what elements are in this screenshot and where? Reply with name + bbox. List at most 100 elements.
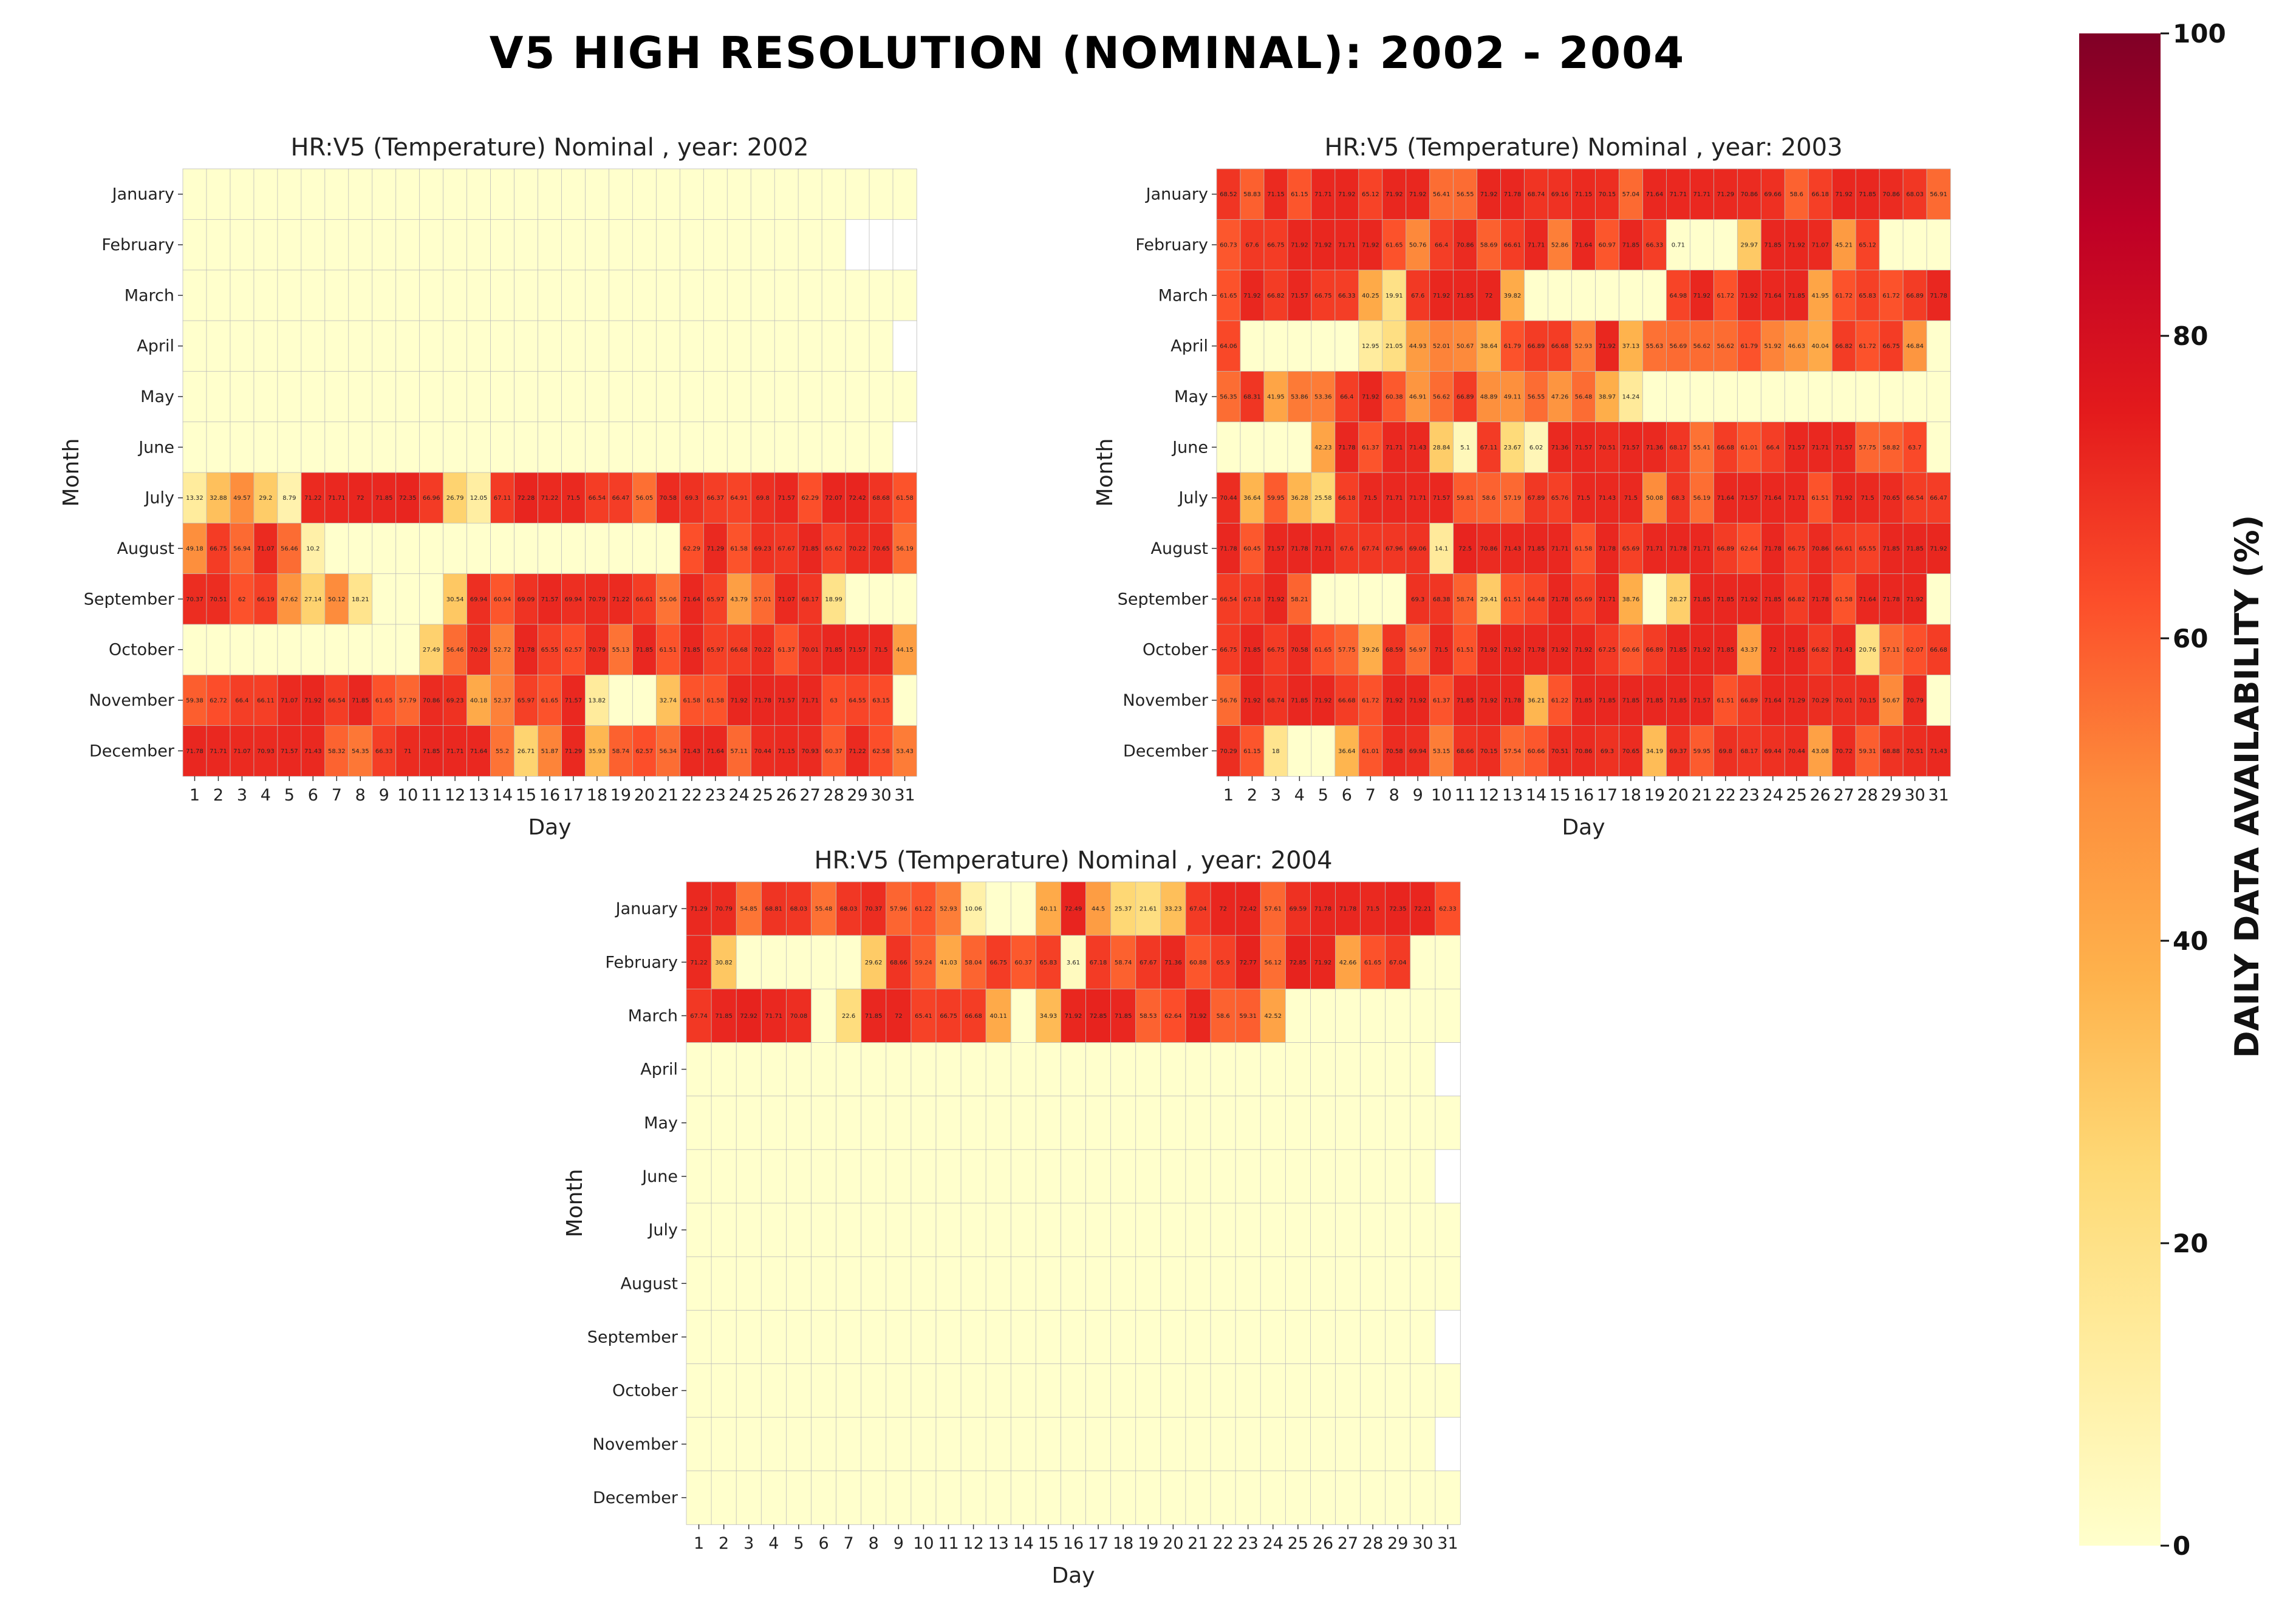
heatmap-cell	[395, 168, 420, 220]
cell-value-label: 71.78	[1220, 546, 1237, 553]
heatmap-cell	[206, 573, 231, 625]
heatmap-cell	[1263, 573, 1288, 625]
heatmap-cell	[1385, 988, 1411, 1043]
heatmap-cell	[1429, 270, 1454, 321]
heatmap-cell	[182, 624, 207, 676]
y-tick-label: June	[137, 438, 174, 457]
heatmap-cell	[861, 1203, 887, 1257]
y-tick-label: November	[593, 1435, 678, 1454]
heatmap-cell	[632, 421, 657, 473]
heatmap-cell	[1926, 674, 1951, 726]
cell-value-label: 71.71	[1811, 445, 1829, 451]
cell-value-label: 53.36	[1314, 394, 1332, 401]
heatmap-cell	[206, 320, 231, 372]
cell-value-label: 69.94	[565, 596, 583, 603]
cell-value-label: 67.04	[1189, 906, 1207, 913]
heatmap-cell	[1385, 1042, 1411, 1097]
heatmap-cell	[1210, 1363, 1236, 1418]
heatmap-cell	[1548, 320, 1573, 372]
heatmap-cell	[774, 573, 799, 625]
cell-value-label: 56.05	[636, 495, 654, 502]
heatmap-cell	[1160, 1042, 1186, 1097]
cell-value-label: 70.15	[1480, 748, 1498, 755]
y-tick-label: November	[89, 691, 175, 710]
cell-value-label: 41.95	[1267, 394, 1285, 401]
x-tick-label: 24	[729, 786, 750, 805]
cell-value-label: 70.37	[865, 906, 883, 913]
cell-value-label: 70.37	[186, 596, 203, 603]
heatmap-cell	[538, 624, 562, 676]
heatmap-cell	[1435, 1470, 1461, 1525]
heatmap-cell	[935, 1309, 962, 1365]
cell-value-label: 66.33	[1646, 242, 1664, 249]
cell-value-label: 70.65	[1622, 748, 1640, 755]
heatmap-cell	[1185, 1096, 1211, 1150]
heatmap-cell	[585, 270, 610, 321]
cell-value-label: 60.37	[825, 748, 842, 755]
cell-value-label: 70.58	[660, 495, 677, 502]
heatmap-cell	[1235, 1470, 1261, 1525]
cell-value-label: 65.69	[1575, 596, 1593, 603]
heatmap-cell	[798, 522, 822, 575]
heatmap-cell	[632, 522, 657, 575]
x-tick-label: 9	[893, 1534, 904, 1553]
cell-value-label: 68.59	[1385, 647, 1403, 653]
cell-value-label: 40.11	[1040, 906, 1057, 913]
cell-value-label: 70.29	[470, 647, 488, 653]
heatmap-cell	[1310, 1149, 1336, 1204]
heatmap-cell	[419, 674, 444, 726]
cell-value-label: 66.89	[1528, 343, 1545, 350]
cell-value-label: 56.35	[1220, 394, 1237, 401]
cell-value-label: 40.04	[1811, 343, 1829, 350]
cell-value-label: 61.01	[1362, 748, 1379, 755]
panel-title: HR:V5 (Temperature) Nominal , year: 2004	[814, 847, 1332, 875]
heatmap-cell	[1410, 881, 1436, 936]
cell-value-label: 61.58	[683, 698, 700, 705]
heatmap-cell	[182, 168, 207, 220]
heatmap-cell	[686, 1096, 712, 1150]
heatmap-cell	[836, 1042, 862, 1097]
x-tick-label: 21	[658, 786, 678, 805]
heatmap-cell	[632, 219, 657, 271]
cell-value-label: 51.92	[1764, 343, 1782, 350]
y-tick-label: February	[101, 236, 174, 254]
heatmap-cell	[985, 1096, 1011, 1150]
x-tick-label: 30	[870, 786, 891, 805]
colorbar-tick-label: 100	[2173, 19, 2226, 49]
cell-value-label: 71.57	[1788, 445, 1805, 451]
cell-value-label: 61.65	[541, 698, 559, 705]
cell-value-label: 66.54	[589, 495, 606, 502]
cell-value-label: 69.94	[470, 596, 488, 603]
x-tick-label: 24	[1763, 786, 1783, 805]
cell-value-label: 68.66	[890, 960, 907, 966]
heatmap-cell	[1010, 881, 1037, 936]
heatmap-cell	[490, 219, 515, 271]
heatmap-cell	[1642, 370, 1667, 423]
y-tick-label: May	[140, 387, 174, 406]
cell-value-label: 36.28	[1291, 495, 1308, 502]
heatmap-cell	[1061, 935, 1087, 990]
cell-value-label: 70.79	[1906, 698, 1924, 705]
cell-value-label: 66.75	[1788, 546, 1805, 553]
heatmap-cell	[1410, 1309, 1436, 1365]
heatmap-cell	[1260, 1096, 1286, 1150]
cell-value-label: 71.92	[1065, 1013, 1082, 1020]
heatmap-cell	[230, 725, 255, 777]
heatmap-cell	[348, 168, 373, 220]
heatmap-panel-2: HR:V5 (Temperature) Nominal , year: 2003…	[1093, 134, 1951, 840]
heatmap-cell	[892, 725, 917, 777]
y-tick-label: February	[1135, 236, 1208, 254]
x-tick-label: 7	[844, 1534, 854, 1553]
heatmap-cell	[1260, 881, 1286, 936]
heatmap-cell	[1185, 935, 1211, 990]
heatmap-cell	[750, 421, 775, 473]
heatmap-cell	[655, 320, 681, 372]
heatmap-cell	[301, 725, 326, 777]
cell-value-label: 26.71	[518, 748, 535, 755]
cell-value-label: 62	[238, 596, 246, 603]
heatmap-cell	[1335, 1470, 1361, 1525]
heatmap-cell	[686, 1309, 712, 1365]
cell-value-label: 70.29	[1220, 748, 1237, 755]
heatmap-cell	[395, 270, 420, 321]
heatmap-cell	[514, 219, 539, 271]
